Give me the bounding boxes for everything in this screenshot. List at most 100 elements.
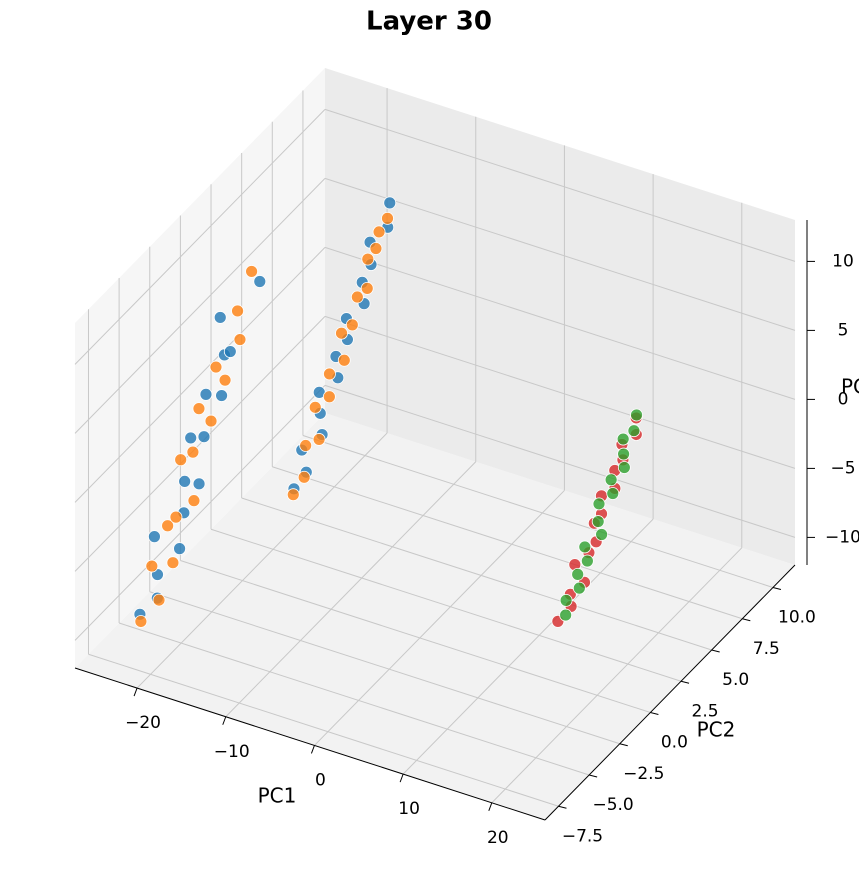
point (559, 608, 573, 622)
point (286, 488, 300, 502)
grid-line (272, 466, 743, 620)
tick-mark (399, 773, 404, 783)
point (591, 515, 605, 528)
point (174, 453, 188, 467)
z-tick-label: 5 (838, 320, 849, 340)
point (345, 318, 359, 332)
y-axis-label: PC2 (697, 718, 736, 742)
point (337, 353, 351, 367)
point (218, 373, 232, 387)
x-tick-label: 10 (398, 799, 420, 819)
point (595, 528, 609, 541)
point (186, 445, 200, 459)
point (617, 461, 631, 474)
grid-line (74, 316, 326, 572)
point (617, 447, 630, 461)
grid-line (241, 497, 712, 651)
point (197, 430, 211, 444)
y-tick-label: 10.0 (778, 608, 816, 628)
point (245, 265, 258, 278)
y-tick-label: −2.5 (623, 764, 664, 784)
point (360, 281, 374, 295)
tick-mark (619, 743, 628, 747)
tick-mark (772, 587, 782, 590)
point (233, 333, 247, 346)
point (213, 311, 227, 324)
point (361, 252, 375, 266)
point (134, 615, 148, 628)
point (166, 556, 180, 570)
grid-line (74, 109, 326, 365)
point (297, 470, 311, 484)
y-tick-label: 5.0 (722, 670, 749, 690)
grid-line (118, 622, 590, 776)
x-axis-line (74, 667, 546, 821)
point (369, 242, 383, 255)
point (215, 389, 228, 402)
point (559, 593, 573, 607)
grid-line (402, 518, 654, 775)
point (148, 530, 161, 544)
point (187, 494, 201, 508)
y-tick-label: −5.0 (592, 795, 633, 815)
grid-line (314, 490, 565, 746)
point (322, 390, 336, 404)
point (572, 581, 586, 595)
point (161, 519, 175, 533)
z-tick-label: −5 (830, 458, 855, 478)
point (580, 554, 594, 568)
z-axis-label: PC3 (841, 375, 859, 399)
point (383, 196, 397, 210)
grid-line (210, 528, 682, 682)
grid-line (491, 547, 743, 804)
grid-line (149, 591, 620, 745)
point (192, 477, 206, 491)
tick-mark (650, 712, 659, 715)
tick-mark (742, 618, 751, 622)
point (152, 593, 166, 607)
grid-line (88, 653, 559, 807)
tick-mark (488, 802, 493, 811)
z-tick-label: −10 (825, 527, 859, 547)
point (145, 559, 159, 573)
grid-line (74, 247, 326, 503)
grid-line (302, 435, 774, 588)
tick-mark (558, 805, 567, 809)
point (178, 475, 192, 488)
point (616, 432, 630, 446)
point (231, 304, 244, 318)
point (606, 487, 620, 500)
x-tick-label: −10 (214, 742, 250, 762)
point (253, 275, 267, 288)
point (571, 567, 585, 581)
z-tick-label: 10 (832, 251, 854, 271)
y-tick-label: 0.0 (661, 733, 688, 753)
point (192, 402, 206, 416)
tick-mark (711, 649, 720, 653)
tick-mark (588, 774, 598, 778)
y-axis-line (544, 564, 796, 821)
x-tick-label: −20 (125, 713, 161, 733)
point (223, 345, 237, 358)
y-tick-label: 2.5 (692, 701, 719, 721)
chart-title: Layer 30 (366, 7, 492, 37)
back-pane (325, 68, 795, 565)
point (592, 497, 606, 511)
point (169, 510, 183, 524)
point (209, 360, 223, 374)
grid-line (225, 461, 477, 718)
point (350, 290, 364, 304)
y-tick-label: 7.5 (753, 639, 780, 659)
tick-mark (133, 687, 138, 697)
point (312, 433, 326, 446)
grid-line (324, 246, 796, 400)
point (381, 211, 394, 225)
point (323, 367, 336, 381)
z-tick-label: 0 (838, 389, 849, 409)
x-tick-label: 20 (487, 828, 509, 848)
point (335, 326, 348, 340)
grid-line (180, 560, 651, 713)
point (578, 540, 592, 554)
